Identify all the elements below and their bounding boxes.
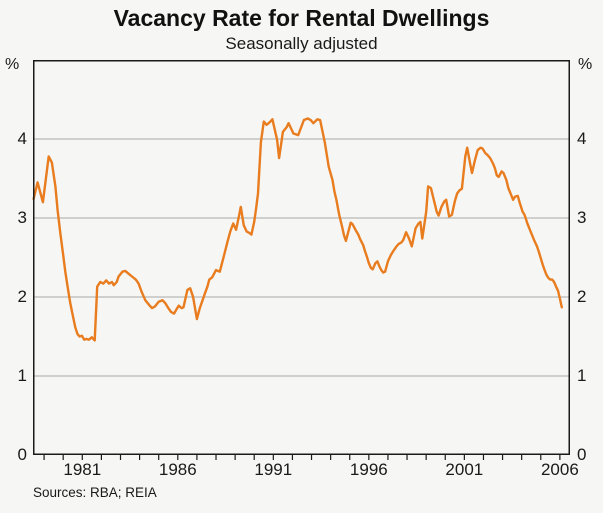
- line-plot: [32, 60, 570, 460]
- x-axis-label: 2006: [540, 460, 579, 479]
- chart-title: Vacancy Rate for Rental Dwellings: [113, 5, 490, 31]
- x-axis-label: 1996: [349, 460, 388, 479]
- y-axis-label-left: 0: [17, 445, 27, 464]
- y-axis-label-right: 0: [577, 445, 587, 464]
- y-axis-label-left: 3: [17, 208, 27, 227]
- y-axis-label-left: 4: [17, 129, 27, 148]
- plot-frame: [33, 60, 570, 455]
- source-note: Sources: RBA; REIA: [33, 485, 157, 500]
- y-axis-label-right: 3: [577, 208, 587, 227]
- y-axis-unit-right: %: [578, 56, 593, 73]
- x-axis-label: 2001: [445, 460, 484, 479]
- x-axis-label: 1981: [63, 460, 102, 479]
- vacancy-rate-line: [32, 117, 563, 342]
- chart-subtitle: Seasonally adjusted: [225, 34, 378, 53]
- y-axis-label-right: 1: [577, 366, 587, 385]
- y-axis-label-right: 2: [577, 287, 587, 306]
- y-axis-label-right: 4: [577, 129, 587, 148]
- y-axis-label-left: 1: [17, 366, 27, 385]
- x-axis-label: 1991: [254, 460, 293, 479]
- y-axis-unit-left: %: [5, 56, 20, 73]
- x-axis-label: 1986: [158, 460, 197, 479]
- y-axis-label-left: 2: [17, 287, 27, 306]
